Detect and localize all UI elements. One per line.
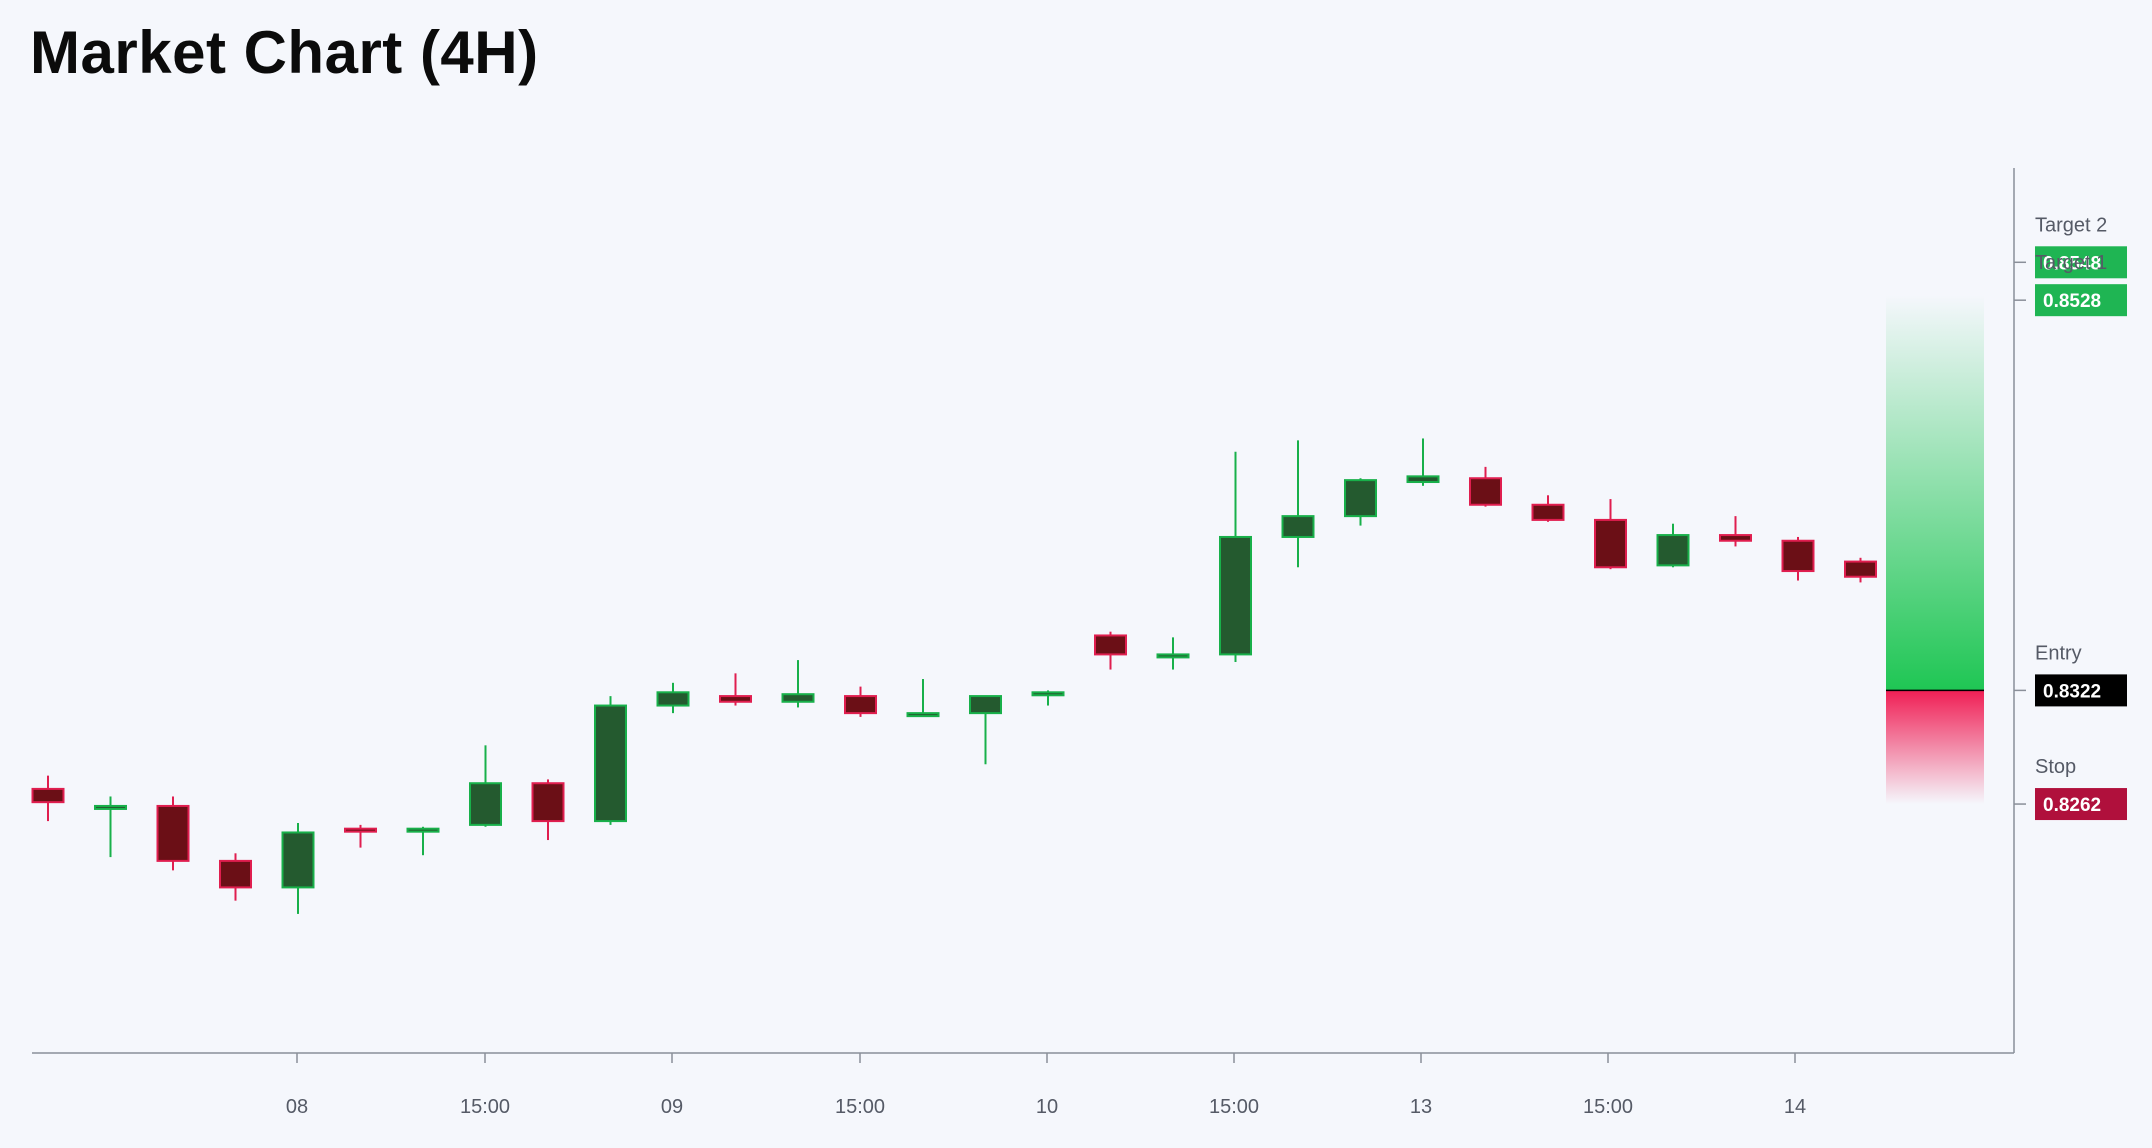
candle-body bbox=[1656, 534, 1690, 567]
bearish-candle bbox=[719, 673, 752, 706]
level-name: Target 2 bbox=[2035, 214, 2107, 236]
bullish-candle bbox=[1031, 690, 1065, 706]
x-tick-label: 10 bbox=[1036, 1096, 1058, 1118]
level-value: 0.8262 bbox=[2043, 795, 2101, 816]
candle-body bbox=[844, 695, 877, 715]
candle-body bbox=[594, 704, 627, 823]
bearish-candle bbox=[1094, 631, 1127, 670]
bearish-candle bbox=[1469, 466, 1502, 507]
x-tick-label: 08 bbox=[286, 1096, 308, 1118]
bearish-candle bbox=[531, 779, 565, 841]
bullish-candle bbox=[1406, 438, 1440, 486]
candle-body bbox=[1719, 534, 1752, 542]
candle-body bbox=[656, 691, 690, 707]
bearish-candle bbox=[31, 775, 65, 822]
risk-zone bbox=[1886, 690, 1984, 805]
x-tick-label: 14 bbox=[1784, 1096, 1806, 1118]
candle-body bbox=[1344, 479, 1377, 518]
level-target1: Target 1 0.8528 bbox=[2014, 252, 2127, 317]
bearish-candle bbox=[1531, 495, 1565, 522]
x-tick-label: 09 bbox=[661, 1096, 683, 1118]
level-stop: Stop 0.8262 bbox=[2014, 756, 2127, 821]
bearish-candle bbox=[1781, 536, 1815, 581]
bullish-candle bbox=[656, 682, 690, 714]
candle-body bbox=[1531, 503, 1565, 521]
candle-body bbox=[531, 782, 565, 823]
bearish-candle bbox=[1594, 499, 1627, 570]
level-target2: Target 2 0.8548 bbox=[2014, 214, 2127, 279]
level-name: Entry bbox=[2035, 642, 2082, 664]
level-value: 0.8528 bbox=[2043, 291, 2101, 312]
candle-body bbox=[1406, 475, 1440, 484]
bullish-candle bbox=[406, 826, 440, 856]
candle-body bbox=[1594, 518, 1627, 569]
x-tick-label: 15:00 bbox=[1583, 1096, 1633, 1118]
level-name: Stop bbox=[2035, 756, 2076, 778]
candle-body bbox=[781, 693, 815, 703]
candle-body bbox=[1219, 535, 1252, 656]
reward-zone bbox=[1886, 295, 1984, 691]
candle-body bbox=[969, 695, 1002, 715]
candle-body bbox=[906, 712, 940, 718]
x-tick-label: 15:00 bbox=[1209, 1096, 1259, 1118]
candle-body bbox=[219, 859, 252, 889]
x-tick-label: 13 bbox=[1410, 1096, 1432, 1118]
candle-body bbox=[344, 827, 377, 833]
candle-body bbox=[1844, 560, 1877, 578]
bearish-candle bbox=[844, 686, 877, 717]
candle-body bbox=[406, 827, 440, 833]
bearish-candle bbox=[344, 824, 377, 848]
candle-body bbox=[1781, 539, 1815, 573]
bullish-candle bbox=[969, 695, 1002, 765]
candle-body bbox=[156, 804, 190, 862]
risk-reward-zones bbox=[1886, 295, 1984, 805]
x-tick-label: 15:00 bbox=[460, 1096, 510, 1118]
bullish-candle bbox=[1156, 637, 1190, 670]
level-badge bbox=[2035, 284, 2127, 317]
level-value: 0.8548 bbox=[2043, 253, 2101, 274]
level-badge bbox=[2035, 246, 2127, 279]
level-badge bbox=[2035, 674, 2127, 707]
bullish-candle bbox=[594, 696, 627, 825]
level-value: 0.8322 bbox=[2043, 681, 2101, 702]
bullish-candle bbox=[906, 679, 940, 718]
candle-body bbox=[1031, 691, 1065, 697]
bullish-candle bbox=[1344, 478, 1377, 526]
bullish-candle bbox=[1281, 440, 1315, 568]
level-name: Target 1 bbox=[2035, 252, 2107, 274]
x-tick-label: 15:00 bbox=[835, 1096, 885, 1118]
candle-body bbox=[719, 695, 752, 703]
level-entry: Entry 0.8322 bbox=[2014, 642, 2127, 707]
bearish-candle bbox=[219, 853, 252, 901]
bullish-candle bbox=[1656, 523, 1690, 568]
bearish-candle bbox=[1844, 557, 1877, 583]
candle-body bbox=[1156, 653, 1190, 659]
candle-body bbox=[1094, 634, 1127, 656]
bullish-candle bbox=[1219, 451, 1252, 662]
bullish-candle bbox=[781, 660, 815, 708]
candle-body bbox=[94, 804, 127, 810]
candle-body bbox=[281, 831, 315, 889]
chart-axes: 08 15:00 09 15:00 10 15:00 13 15:00 14 bbox=[32, 168, 2015, 1118]
candle-body bbox=[31, 787, 65, 804]
bullish-candle bbox=[94, 796, 127, 858]
candle-body bbox=[1281, 515, 1315, 538]
candle-body bbox=[1469, 477, 1502, 506]
candle-body bbox=[469, 782, 502, 826]
bullish-candle bbox=[469, 745, 502, 827]
bearish-candle bbox=[1719, 516, 1752, 547]
bearish-candle bbox=[156, 796, 190, 871]
candles-group bbox=[31, 438, 1877, 914]
bullish-candle bbox=[281, 822, 315, 914]
page-title: Market Chart (4H) bbox=[30, 19, 539, 86]
level-badge bbox=[2035, 788, 2127, 821]
